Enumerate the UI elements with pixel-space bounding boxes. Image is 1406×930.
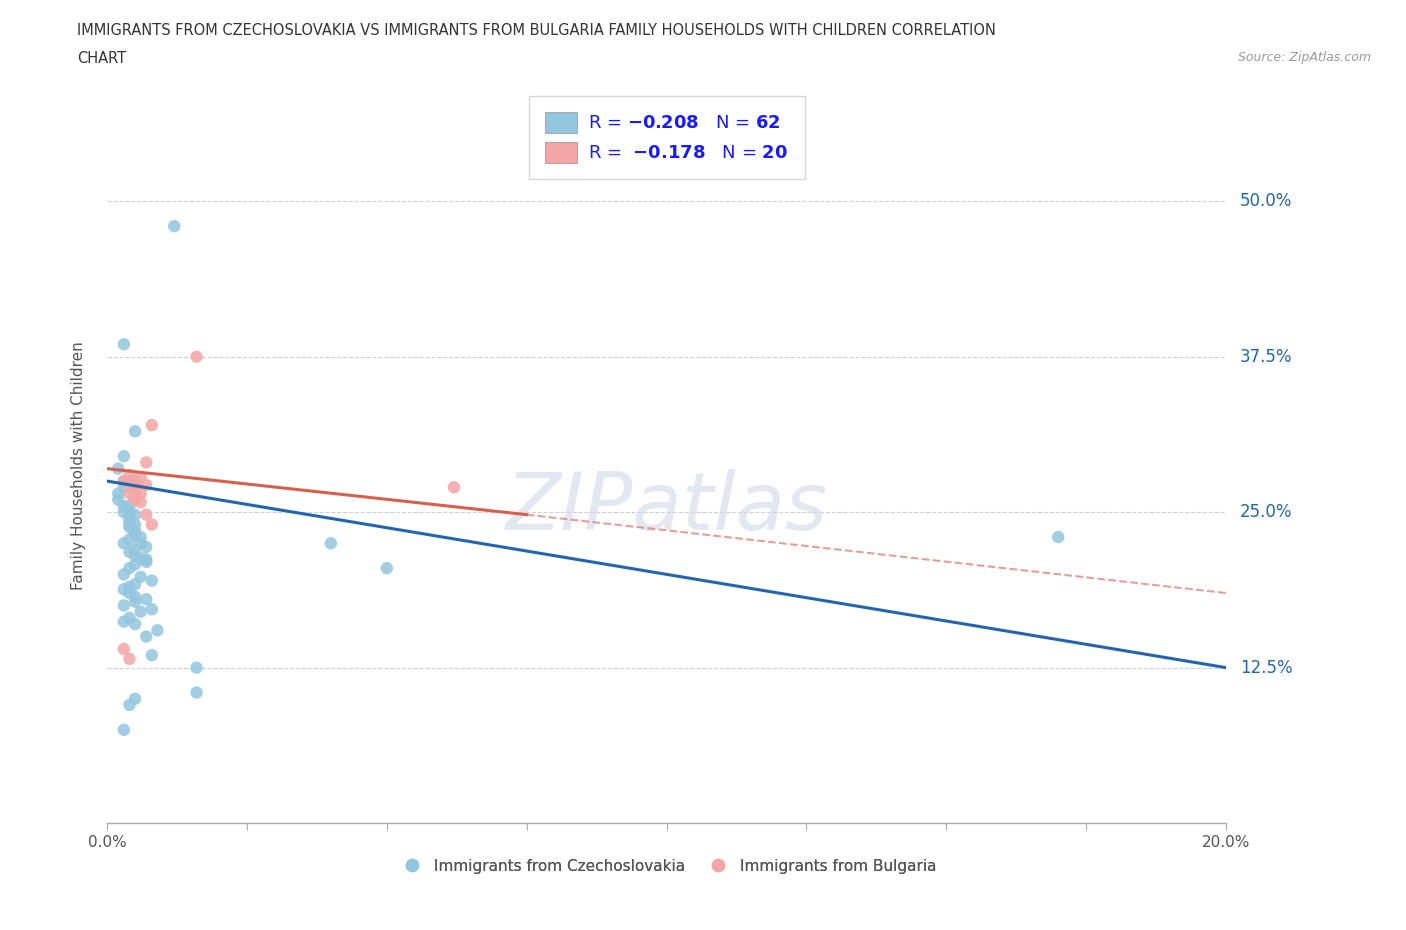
Point: [186, 685, 208, 700]
Text: 25.0%: 25.0%: [1240, 503, 1292, 521]
Point: [118, 561, 141, 576]
Point: [135, 455, 157, 470]
Point: [112, 582, 135, 597]
Text: CHART: CHART: [77, 51, 127, 66]
Point: [118, 486, 141, 501]
Point: [375, 561, 398, 576]
Text: 12.5%: 12.5%: [1240, 658, 1292, 677]
Point: [118, 520, 141, 535]
Point: [124, 557, 146, 572]
Point: [124, 527, 146, 542]
Point: [163, 219, 186, 233]
Y-axis label: Family Households with Children: Family Households with Children: [72, 341, 86, 590]
Point: [112, 473, 135, 488]
Point: [107, 486, 129, 501]
Point: [124, 480, 146, 495]
Point: [118, 579, 141, 594]
Point: [118, 473, 141, 488]
Point: [118, 698, 141, 712]
Text: Source: ZipAtlas.com: Source: ZipAtlas.com: [1237, 51, 1371, 64]
Point: [129, 495, 152, 510]
Point: [124, 549, 146, 564]
Point: [118, 545, 141, 560]
Point: [118, 610, 141, 625]
Point: [124, 617, 146, 631]
Point: [135, 554, 157, 569]
Point: [118, 468, 141, 483]
Point: [118, 586, 141, 601]
Point: [124, 691, 146, 706]
Point: [129, 470, 152, 485]
Text: ZIPatlas: ZIPatlas: [506, 470, 828, 548]
Point: [112, 498, 135, 513]
Point: [186, 660, 208, 675]
Point: [124, 542, 146, 557]
Point: [107, 461, 129, 476]
Point: [124, 524, 146, 538]
Point: [124, 492, 146, 507]
Text: IMMIGRANTS FROM CZECHOSLOVAKIA VS IMMIGRANTS FROM BULGARIA FAMILY HOUSEHOLDS WIT: IMMIGRANTS FROM CZECHOSLOVAKIA VS IMMIGR…: [77, 23, 997, 38]
Point: [135, 552, 157, 567]
Point: [112, 536, 135, 551]
Point: [186, 350, 208, 365]
Point: [135, 591, 157, 606]
Point: [124, 590, 146, 604]
Point: [135, 539, 157, 554]
Point: [124, 424, 146, 439]
Point: [124, 517, 146, 532]
Point: [124, 486, 146, 501]
Text: 50.0%: 50.0%: [1240, 193, 1292, 210]
Text: 37.5%: 37.5%: [1240, 348, 1292, 365]
Point: [135, 629, 157, 644]
Point: [124, 577, 146, 591]
Point: [135, 507, 157, 522]
Point: [141, 517, 163, 532]
Point: [1047, 529, 1070, 544]
Point: [112, 642, 135, 657]
Point: [112, 480, 135, 495]
Point: [141, 602, 163, 617]
Point: [118, 511, 141, 525]
Point: [112, 614, 135, 629]
Point: [129, 551, 152, 565]
Point: [129, 486, 152, 501]
Point: [112, 567, 135, 582]
Point: [118, 532, 141, 547]
Point: [112, 505, 135, 520]
Point: [107, 492, 129, 507]
Point: [141, 573, 163, 588]
Point: [118, 505, 141, 520]
Point: [141, 418, 163, 432]
Point: [129, 529, 152, 544]
Point: [112, 723, 135, 737]
Point: [129, 604, 152, 619]
Point: [124, 473, 146, 488]
Point: [112, 473, 135, 488]
Point: [129, 536, 152, 551]
Point: [112, 598, 135, 613]
Point: [118, 498, 141, 513]
Point: [141, 648, 163, 663]
Point: [443, 480, 465, 495]
Point: [118, 517, 141, 532]
Point: [129, 569, 152, 584]
Point: [319, 536, 342, 551]
Point: [118, 514, 141, 529]
Point: [124, 594, 146, 609]
Point: [124, 507, 146, 522]
Point: [124, 480, 146, 495]
Point: [112, 337, 135, 352]
Point: [118, 652, 141, 667]
Legend: Immigrants from Czechoslovakia, Immigrants from Bulgaria: Immigrants from Czechoslovakia, Immigran…: [391, 853, 942, 880]
Point: [135, 477, 157, 492]
Point: [146, 623, 169, 638]
Point: [112, 449, 135, 464]
